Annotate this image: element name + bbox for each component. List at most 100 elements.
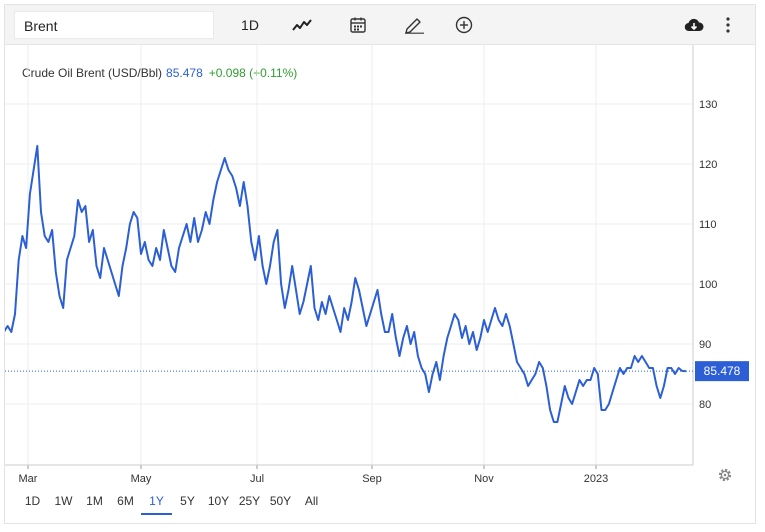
data-point xyxy=(354,277,356,279)
data-point xyxy=(182,235,184,237)
line-chart-icon[interactable] xyxy=(289,12,315,38)
data-point xyxy=(553,421,555,423)
data-point xyxy=(332,307,334,309)
data-point xyxy=(205,211,207,213)
data-point xyxy=(604,409,606,411)
data-point xyxy=(144,241,146,243)
gear-icon[interactable] xyxy=(717,467,733,483)
data-point xyxy=(107,259,109,261)
data-point xyxy=(201,229,203,231)
range-button-all[interactable]: All xyxy=(304,494,319,508)
data-point xyxy=(262,265,264,267)
data-point xyxy=(615,379,617,381)
data-point xyxy=(593,367,595,369)
data-point xyxy=(362,307,364,309)
range-button-25y[interactable]: 25Y xyxy=(238,494,261,508)
toolbar: Brent 1D xyxy=(5,5,755,45)
data-point xyxy=(18,259,20,261)
data-point xyxy=(637,361,639,363)
period-button[interactable]: 1D xyxy=(241,17,259,33)
pencil-icon[interactable] xyxy=(401,12,427,38)
data-point xyxy=(284,307,286,309)
last-price-badge xyxy=(695,361,749,382)
data-point xyxy=(579,379,581,381)
x-tick-label: May xyxy=(131,473,152,485)
data-point xyxy=(509,325,511,327)
data-point xyxy=(321,301,323,303)
data-point xyxy=(347,319,349,321)
data-point xyxy=(220,169,222,171)
range-button-1y[interactable]: 1Y xyxy=(141,491,172,515)
data-point xyxy=(351,301,353,303)
data-point xyxy=(498,319,500,321)
data-point xyxy=(377,289,379,291)
data-point xyxy=(114,283,116,285)
calendar-icon[interactable] xyxy=(346,12,370,38)
data-point xyxy=(299,313,301,315)
data-point xyxy=(7,325,9,327)
data-point xyxy=(186,223,188,225)
data-point xyxy=(29,193,31,195)
data-point xyxy=(358,289,360,291)
data-point xyxy=(325,313,327,315)
data-point xyxy=(527,385,529,387)
data-point xyxy=(465,325,467,327)
range-button-50y[interactable]: 50Y xyxy=(269,494,292,508)
range-button-1m[interactable]: 1M xyxy=(86,494,103,508)
range-button-5y[interactable]: 5Y xyxy=(180,494,195,508)
instrument-name: Crude Oil Brent (USD/Bbl) xyxy=(22,66,163,80)
range-button-1w[interactable]: 1W xyxy=(54,494,73,508)
cloud-download-icon[interactable] xyxy=(682,12,706,38)
data-point xyxy=(678,367,680,369)
range-button-6m[interactable]: 6M xyxy=(117,494,134,508)
data-point xyxy=(523,373,525,375)
x-tick-label: 2023 xyxy=(584,473,608,485)
data-point xyxy=(103,247,105,249)
data-point xyxy=(193,217,195,219)
data-point xyxy=(626,367,628,369)
data-point xyxy=(310,265,312,267)
price-chart[interactable]: 80 90 100 110 120 130 Mar May Jul Sep Nov 2023 85.47… xyxy=(5,5,755,485)
data-point xyxy=(582,385,584,387)
search-input[interactable]: Brent xyxy=(14,11,214,39)
y-tick-label: 90 xyxy=(699,339,711,351)
more-vertical-icon[interactable] xyxy=(721,12,735,38)
data-point xyxy=(258,235,260,237)
data-point xyxy=(314,307,316,309)
range-button-1d[interactable]: 1D xyxy=(24,494,41,508)
data-point xyxy=(648,367,650,369)
data-point xyxy=(265,283,267,285)
data-point xyxy=(545,385,547,387)
data-point xyxy=(590,379,592,381)
x-tick-label: Mar xyxy=(19,473,38,485)
data-point xyxy=(612,391,614,393)
data-point xyxy=(306,283,308,285)
data-point xyxy=(77,199,79,201)
data-point xyxy=(410,343,412,345)
data-point xyxy=(189,241,191,243)
data-point xyxy=(623,373,625,375)
data-point xyxy=(501,325,503,327)
data-point xyxy=(212,199,214,201)
data-point xyxy=(273,241,275,243)
data-point xyxy=(10,331,12,333)
plus-circle-icon[interactable] xyxy=(453,12,475,38)
data-point xyxy=(384,331,386,333)
data-point xyxy=(534,373,536,375)
data-point xyxy=(630,367,632,369)
range-button-10y[interactable]: 10Y xyxy=(207,494,230,508)
data-point xyxy=(667,367,669,369)
data-point xyxy=(413,331,415,333)
data-point xyxy=(231,175,233,177)
data-point xyxy=(66,259,68,261)
data-point xyxy=(380,313,382,315)
data-point xyxy=(47,241,49,243)
data-point xyxy=(472,331,474,333)
data-point xyxy=(51,229,53,231)
y-tick-label: 100 xyxy=(699,279,717,291)
data-point xyxy=(670,367,672,369)
data-point xyxy=(247,205,249,207)
data-point xyxy=(446,337,448,339)
data-point xyxy=(641,355,643,357)
data-point xyxy=(174,271,176,273)
